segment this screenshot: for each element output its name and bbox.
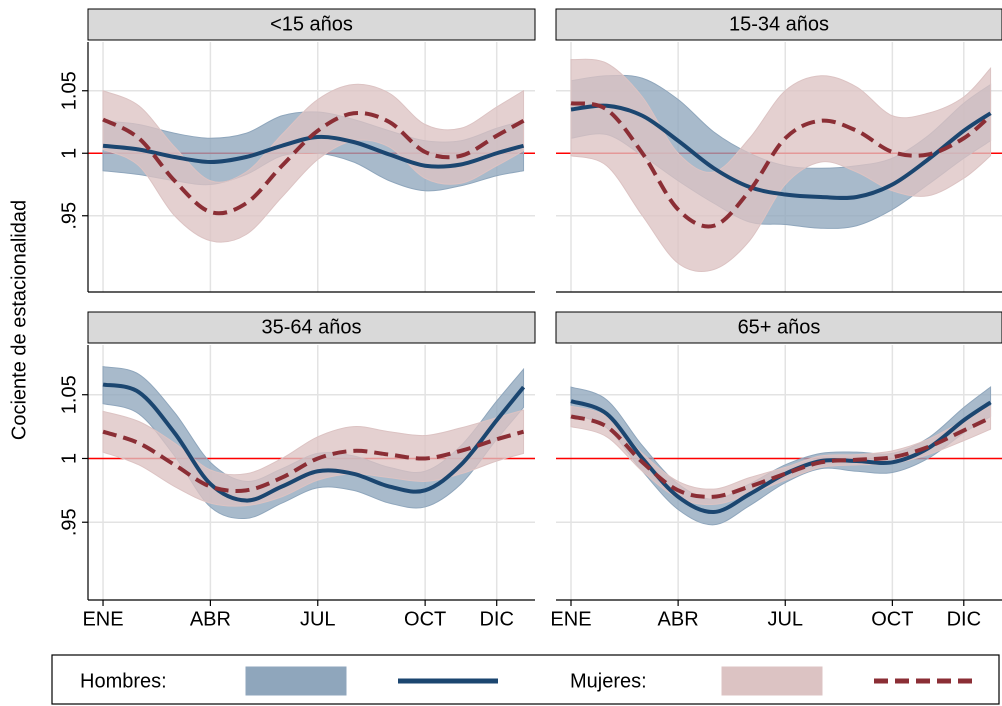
series-line [570,414,992,499]
legend-box [51,654,1000,705]
confidence-band [102,83,525,243]
series-line [570,103,992,201]
confidence-band [570,58,992,273]
y-tick-label: 1.05 [58,375,80,414]
panel-title: 65+ años [738,316,821,338]
panel-header [87,311,536,344]
legend-label: Mujeres: [570,670,647,692]
panel-header [555,311,1002,344]
panel-title: <15 años [270,13,353,35]
legend-label: Hombres: [80,670,167,692]
y-tick-label: .95 [58,202,80,230]
x-tick-label: JUL [300,608,336,630]
x-tick-label: DIC [479,608,513,630]
x-tick-label: OCT [404,608,446,630]
x-tick-label: JUL [767,608,803,630]
y-tick-label: 1.05 [58,71,80,110]
panel-title: 15-34 años [729,13,829,35]
series-line [102,110,525,216]
x-tick-label: ABR [658,608,699,630]
x-tick-label: ABR [190,608,231,630]
panel-header [87,8,536,41]
x-tick-label: DIC [947,608,981,630]
y-tick-label: 1 [58,453,80,464]
series-line [102,134,525,169]
x-tick-label: ENE [82,608,123,630]
legend-swatch [245,666,347,696]
x-tick-label: OCT [871,608,913,630]
series-line [570,101,992,229]
y-tick-label: .95 [58,508,80,536]
y-tick-label: 1 [58,148,80,159]
series-line [102,429,525,493]
x-tick-label: ENE [550,608,591,630]
panel-header [555,8,1002,41]
panel-title: 35-64 años [261,316,361,338]
series-line [102,382,526,503]
y-axis-label: Cociente de estacionalidad [8,200,30,440]
legend-swatch [721,666,823,696]
